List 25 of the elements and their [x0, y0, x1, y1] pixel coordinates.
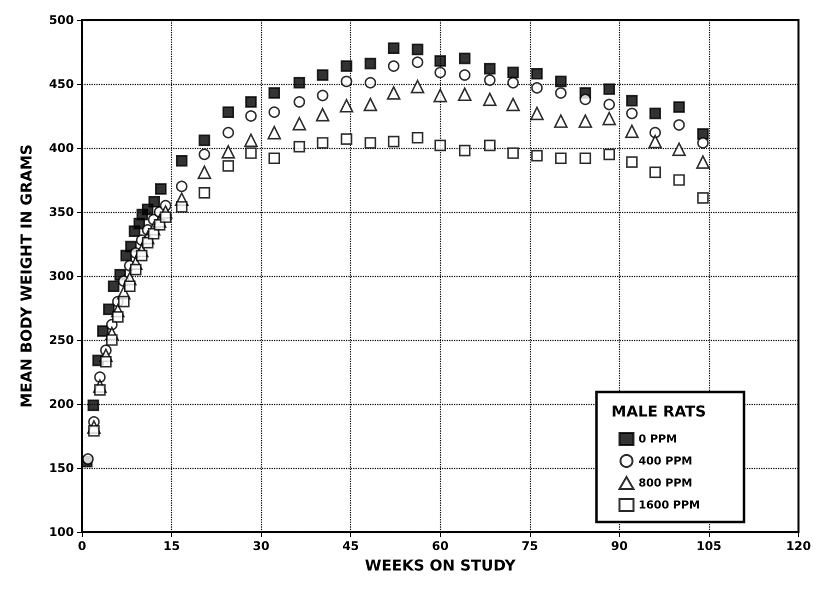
legend-title: MALE RATS — [611, 402, 706, 420]
x-tick-label: 105 — [696, 539, 722, 553]
x-tick-label: 90 — [611, 539, 628, 553]
x-axis-title: WEEKS ON STUDY — [364, 556, 517, 574]
x-tick-label: 30 — [252, 539, 270, 553]
y-tick-label: 400 — [48, 141, 74, 155]
legend-label: 400 PPM — [638, 454, 692, 468]
y-axis-title: MEAN BODY WEIGHT IN GRAMS — [18, 144, 36, 408]
x-tick-label: 120 — [786, 539, 812, 553]
x-tick-label: 75 — [521, 539, 538, 553]
y-tick-label: 250 — [48, 333, 74, 347]
x-tick-label: 15 — [163, 539, 180, 553]
y-tick-label: 450 — [48, 77, 74, 91]
y-tick-label: 300 — [48, 269, 74, 283]
y-tick-label: 150 — [48, 461, 74, 475]
y-tick-label: 500 — [48, 13, 74, 27]
legend-label: 0 PPM — [638, 432, 678, 446]
y-tick-label: 100 — [48, 525, 74, 539]
x-tick-label: 0 — [78, 539, 86, 553]
legend-label: 800 PPM — [638, 476, 692, 490]
x-tick-label: 60 — [432, 539, 449, 553]
y-tick-label: 350 — [48, 205, 74, 219]
x-tick-label: 45 — [342, 539, 360, 553]
y-tick-label: 200 — [48, 397, 74, 411]
legend-label: 1600 PPM — [638, 498, 700, 512]
